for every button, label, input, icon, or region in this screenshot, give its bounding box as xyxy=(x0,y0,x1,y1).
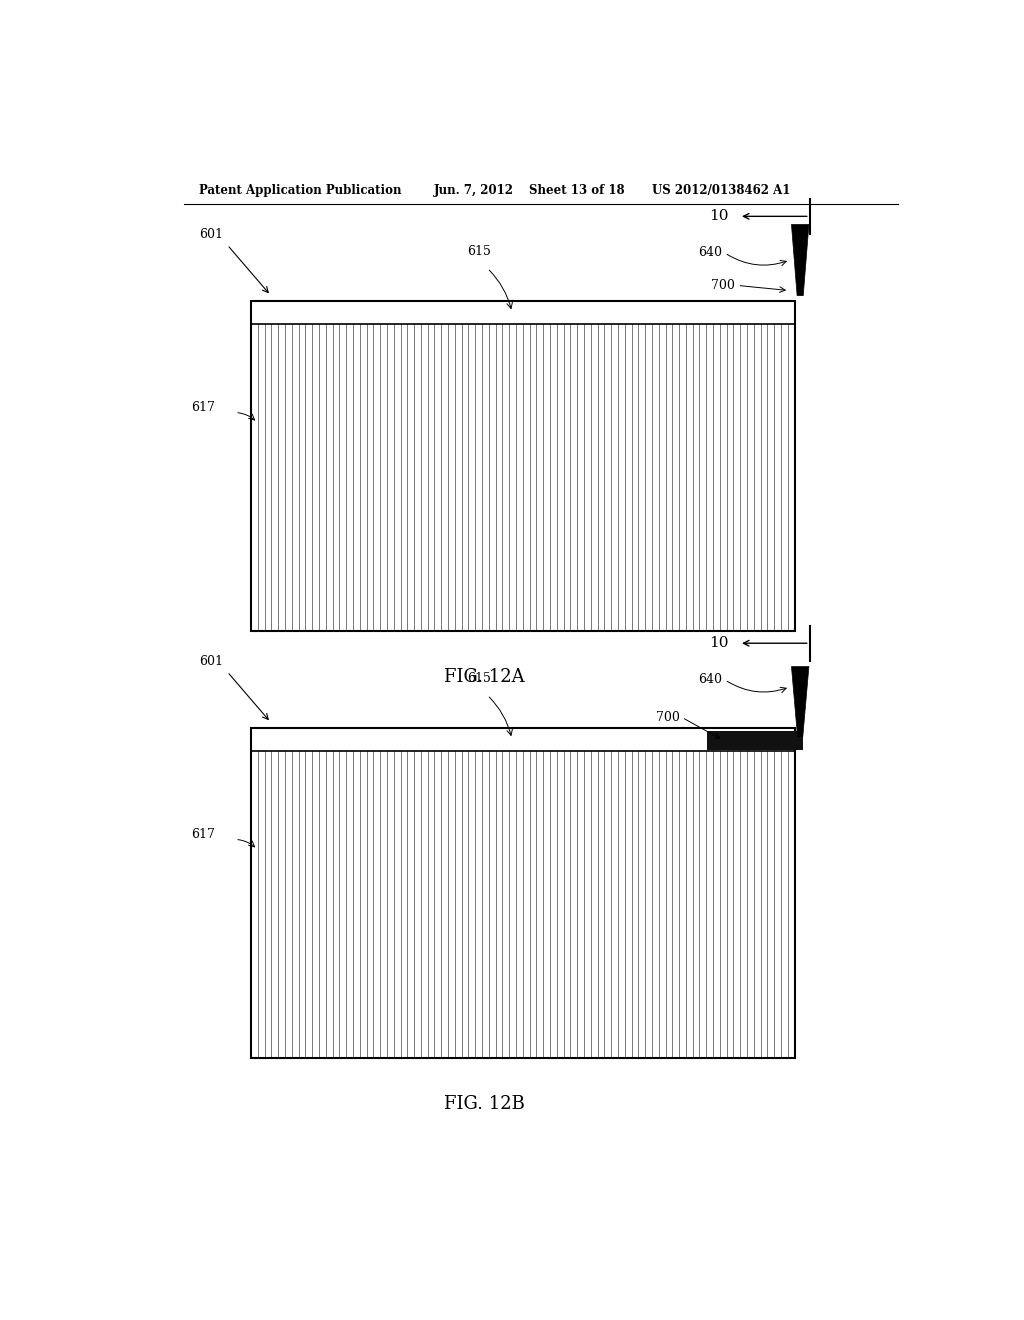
Polygon shape xyxy=(792,667,809,737)
Bar xyxy=(251,727,795,751)
Bar xyxy=(251,301,795,323)
Text: US 2012/0138462 A1: US 2012/0138462 A1 xyxy=(652,183,791,197)
Text: FIG. 12B: FIG. 12B xyxy=(444,1094,525,1113)
Text: FIG. 12A: FIG. 12A xyxy=(444,668,525,686)
Text: 615: 615 xyxy=(467,246,492,259)
Bar xyxy=(251,301,795,631)
Text: 640: 640 xyxy=(698,673,722,686)
Text: 640: 640 xyxy=(698,247,722,260)
Text: 601: 601 xyxy=(200,655,223,668)
Text: 700: 700 xyxy=(655,711,680,723)
Text: Patent Application Publication: Patent Application Publication xyxy=(200,183,402,197)
Bar xyxy=(251,301,795,631)
Bar xyxy=(251,727,795,1057)
Text: 617: 617 xyxy=(191,828,215,841)
Text: Jun. 7, 2012: Jun. 7, 2012 xyxy=(433,183,514,197)
Text: 617: 617 xyxy=(191,401,215,414)
Text: 601: 601 xyxy=(200,228,223,242)
Polygon shape xyxy=(792,224,809,296)
Bar xyxy=(708,730,804,750)
Text: 10: 10 xyxy=(710,636,729,651)
Text: Sheet 13 of 18: Sheet 13 of 18 xyxy=(528,183,625,197)
Text: 615: 615 xyxy=(467,672,492,685)
Text: 700: 700 xyxy=(712,279,735,292)
Text: 10: 10 xyxy=(710,210,729,223)
Bar xyxy=(251,727,795,1057)
